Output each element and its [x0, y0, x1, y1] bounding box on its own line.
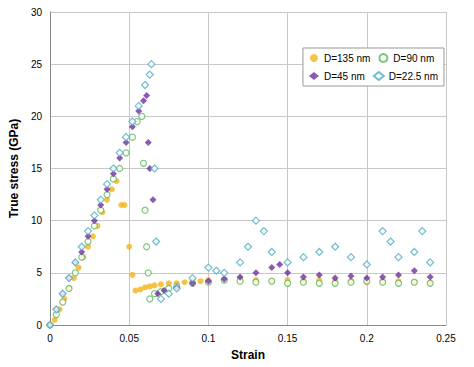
svg-text:20: 20 [31, 111, 43, 122]
svg-text:0: 0 [47, 333, 53, 344]
svg-text:D=45 nm: D=45 nm [324, 71, 365, 82]
svg-text:0.25: 0.25 [436, 333, 456, 344]
svg-text:Strain: Strain [231, 348, 265, 362]
svg-text:5: 5 [36, 267, 42, 278]
svg-text:0: 0 [36, 320, 42, 331]
svg-text:0.1: 0.1 [201, 333, 215, 344]
svg-text:0.2: 0.2 [360, 333, 374, 344]
svg-text:25: 25 [31, 59, 43, 70]
svg-text:True stress (GPa): True stress (GPa) [7, 119, 21, 218]
svg-text:15: 15 [31, 163, 43, 174]
svg-text:D=22.5 nm: D=22.5 nm [389, 71, 438, 82]
svg-text:30: 30 [31, 7, 43, 18]
svg-text:10: 10 [31, 215, 43, 226]
svg-text:D=135 nm: D=135 nm [324, 53, 370, 64]
svg-text:D=90 nm: D=90 nm [393, 53, 434, 64]
svg-text:0.05: 0.05 [119, 333, 139, 344]
svg-text:0.15: 0.15 [278, 333, 298, 344]
